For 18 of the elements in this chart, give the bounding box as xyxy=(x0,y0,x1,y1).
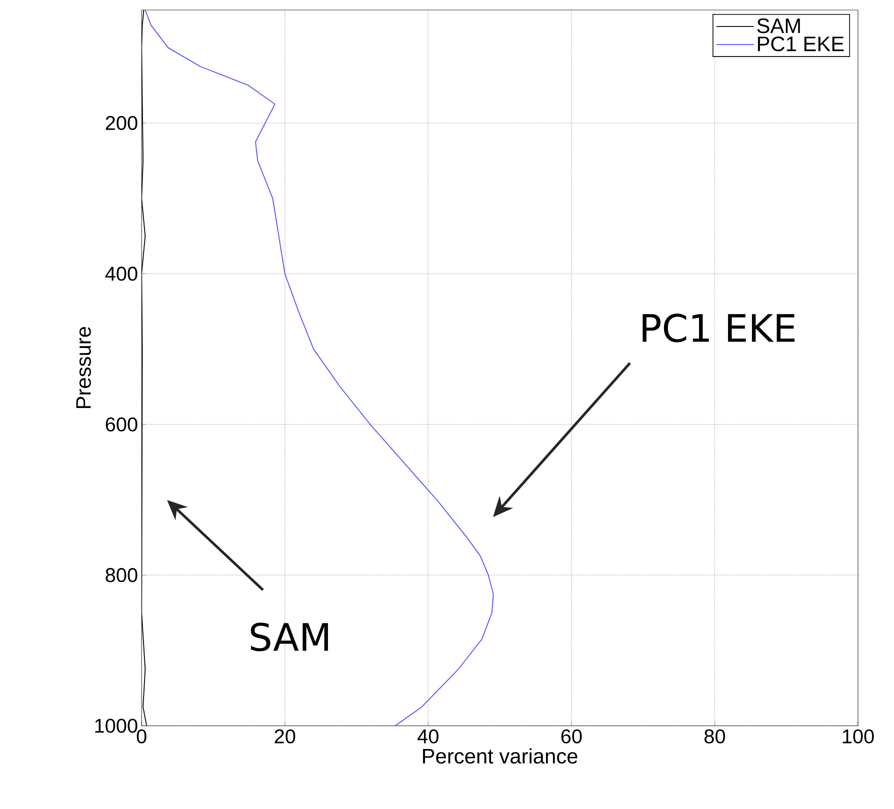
legend-label: PC1 EKE xyxy=(758,36,844,52)
y-tick-label: 600 xyxy=(106,417,138,432)
x-tick-label: 20 xyxy=(274,729,296,744)
y-tick-label: 1000 xyxy=(95,718,138,733)
x-tick-label: 40 xyxy=(418,729,438,744)
y-tick-label: 200 xyxy=(106,116,138,130)
line-series xyxy=(144,10,494,726)
y-tick-label: 400 xyxy=(105,266,138,281)
legend-label: SAM xyxy=(757,18,800,34)
annotation: PC1 EKE xyxy=(642,314,795,342)
x-tick-label: 80 xyxy=(704,729,726,744)
x-axis-title: Percent variance xyxy=(423,748,578,764)
y-axis-title: Pressure xyxy=(76,326,91,408)
x-tick-label: 0 xyxy=(136,729,146,744)
x-tick-label: 60 xyxy=(561,729,582,744)
annotation: SAM xyxy=(250,622,328,652)
x-tick-label: 100 xyxy=(842,729,874,744)
y-tick-label: 800 xyxy=(106,568,138,582)
